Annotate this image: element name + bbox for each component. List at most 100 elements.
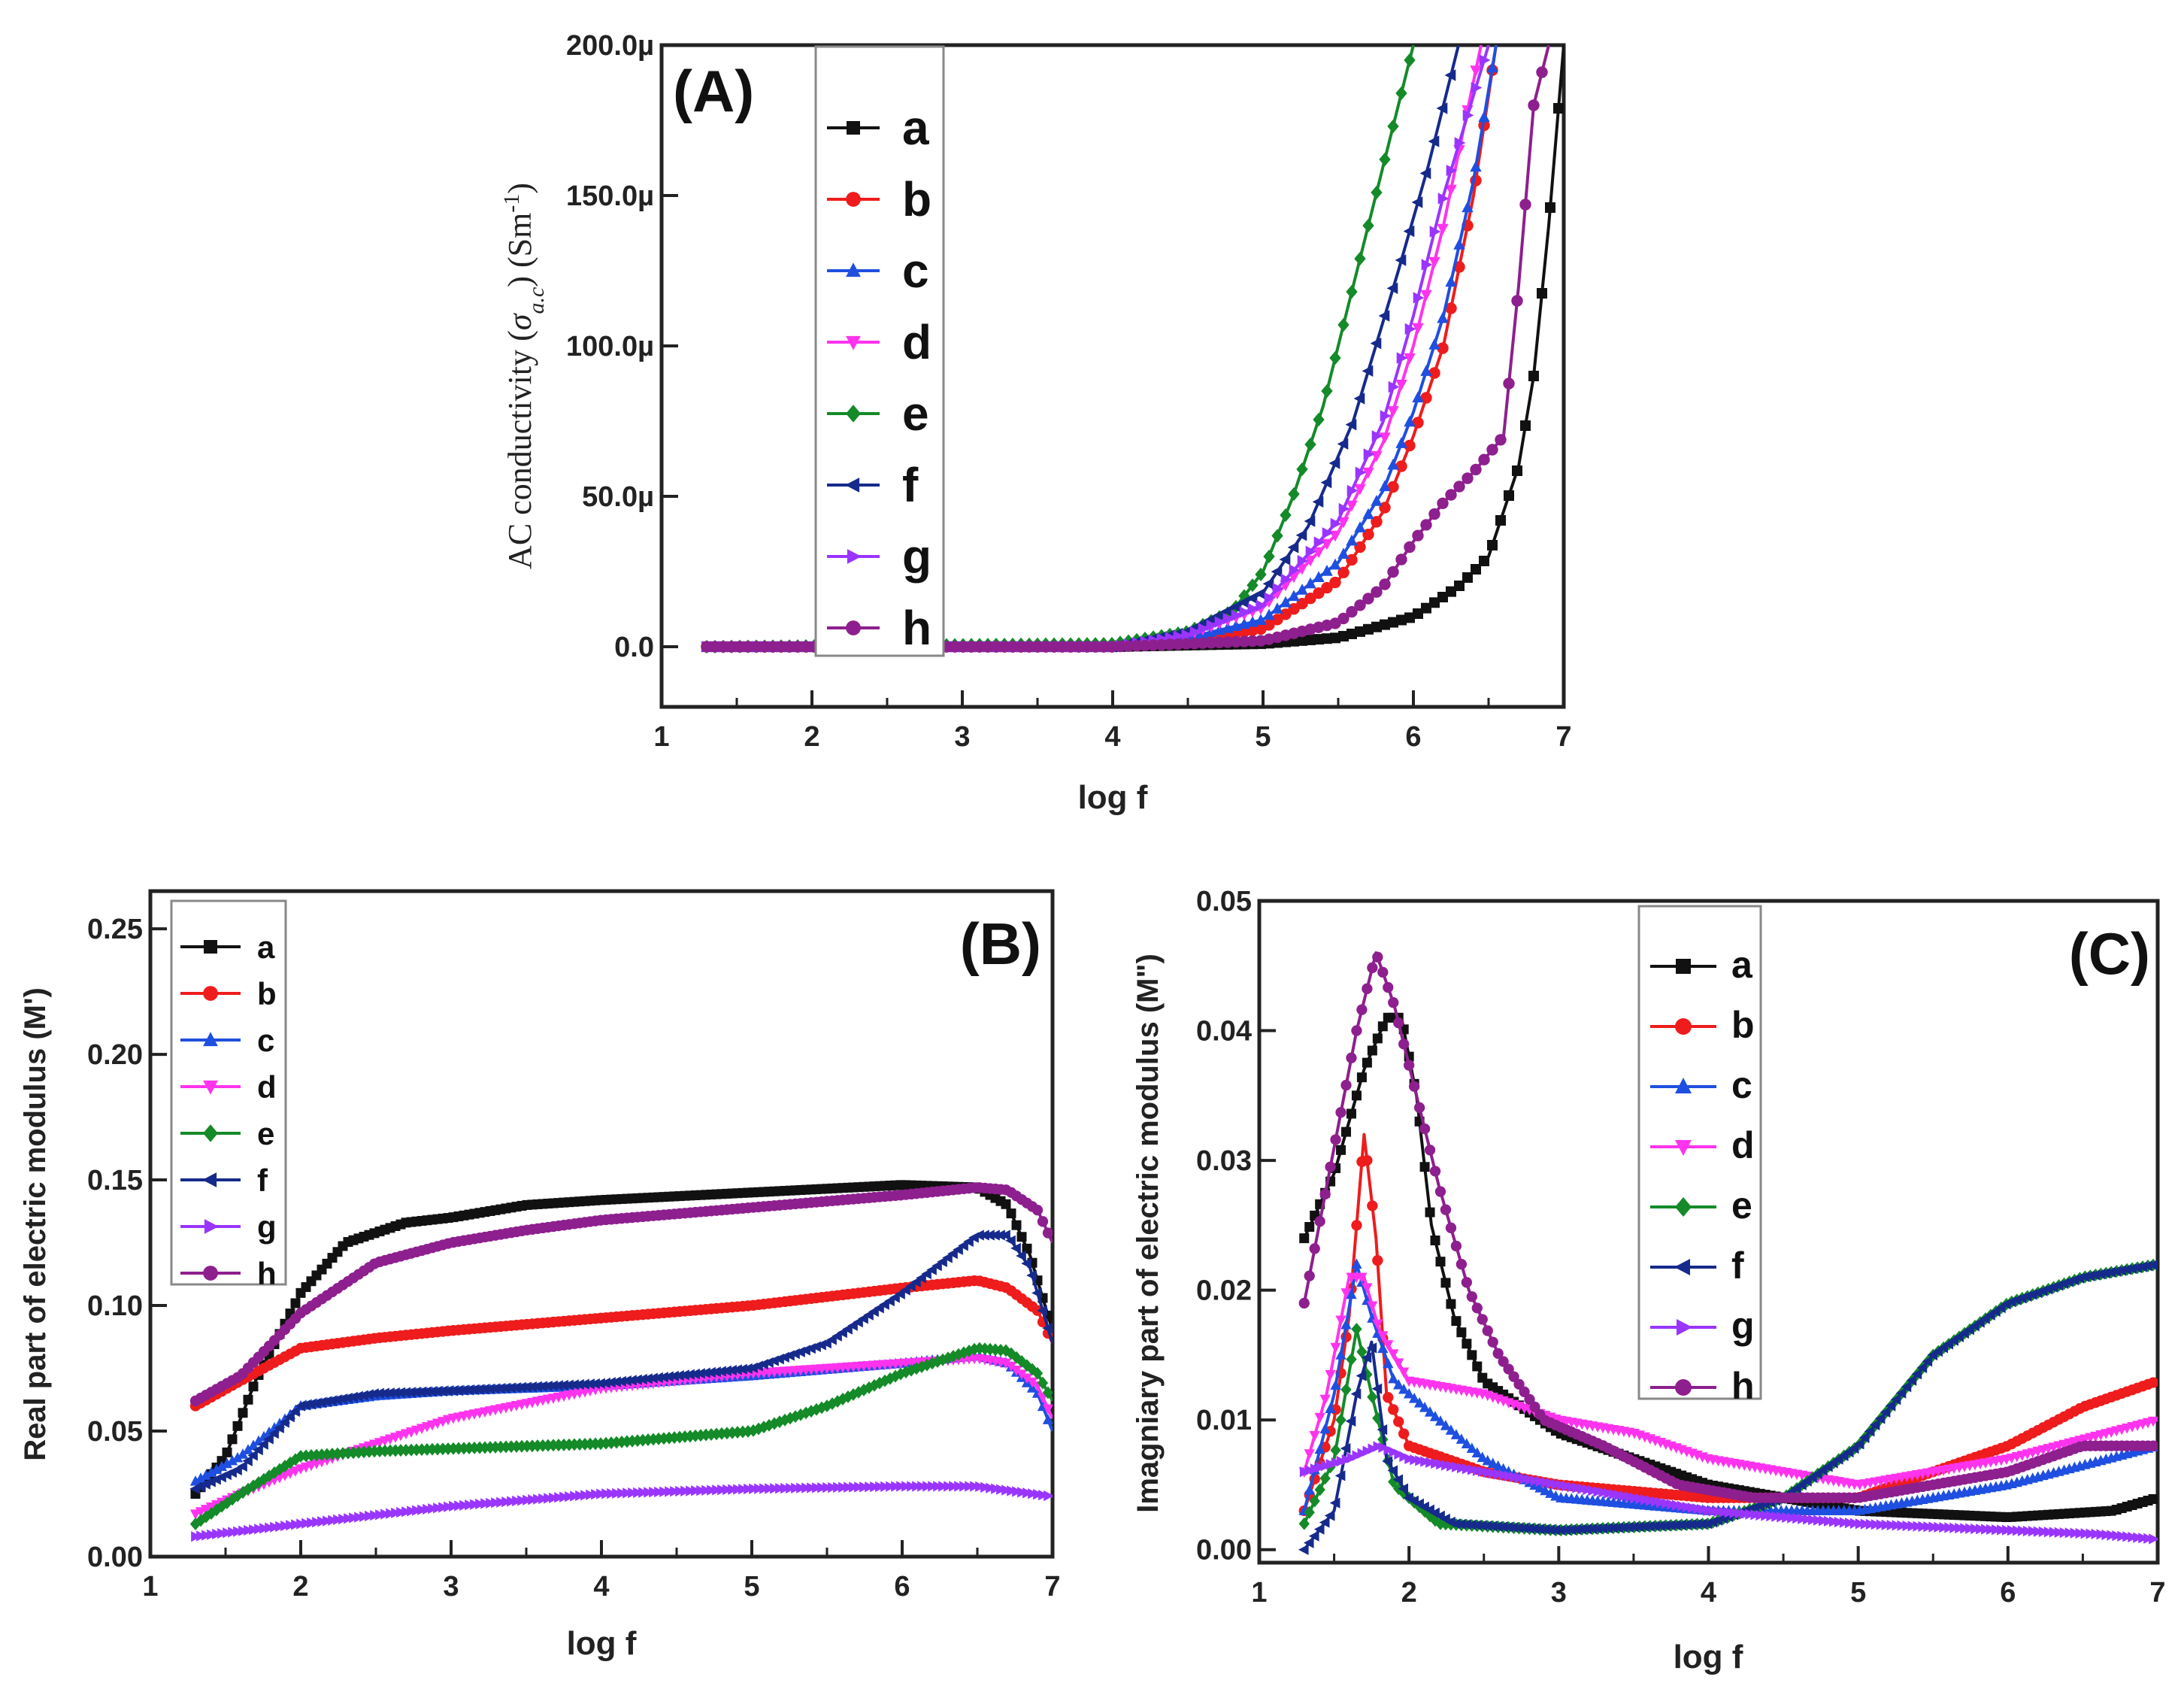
panel-a-ylabel-close: ): [501, 183, 538, 194]
data-point: [1304, 1506, 1315, 1519]
data-point: [1415, 1455, 1425, 1466]
data-point: [1319, 1394, 1331, 1405]
data-point: [1453, 481, 1465, 493]
y-tick-label: 0.00: [1196, 1535, 1252, 1566]
data-point: [563, 1438, 575, 1451]
data-point: [931, 1260, 942, 1272]
data-point: [628, 1487, 638, 1499]
series-b: [189, 1275, 1053, 1412]
data-point: [1353, 393, 1365, 405]
data-point: [780, 1482, 791, 1494]
data-point: [1719, 1506, 1730, 1518]
data-point: [1330, 1379, 1341, 1390]
data-point: [812, 1482, 822, 1493]
data-point: [212, 1528, 223, 1540]
data-point: [1609, 1488, 1619, 1500]
series-f: [1298, 1260, 2158, 1555]
data-point: [216, 1460, 228, 1472]
data-point: [1428, 135, 1440, 147]
data-point: [2138, 1533, 2149, 1544]
data-point: [512, 1495, 523, 1507]
data-point: [479, 1384, 489, 1395]
data-point: [1346, 1452, 1358, 1463]
data-point: [1297, 555, 1309, 567]
data-point: [1382, 1456, 1393, 1467]
data-point: [1315, 1462, 1326, 1473]
data-point: [937, 1256, 947, 1268]
data-point: [1372, 951, 1383, 963]
data-point: [1313, 536, 1325, 548]
panel-a-ylabel-sup: -1: [499, 194, 524, 213]
data-point: [679, 1369, 689, 1381]
data-point: [232, 1489, 244, 1502]
data-point: [479, 1441, 491, 1454]
data-point: [1351, 1220, 1362, 1231]
data-point: [1346, 553, 1358, 566]
data-point: [1450, 1240, 1462, 1252]
data-point: [1314, 1443, 1325, 1454]
data-point: [716, 1366, 726, 1377]
data-point: [1337, 612, 1349, 625]
x-tick-label: 1: [653, 721, 669, 753]
data-point: [1525, 1474, 1536, 1485]
data-point: [537, 1439, 549, 1452]
data-point: [211, 1463, 223, 1475]
data-point: [1314, 1483, 1325, 1496]
data-point: [474, 1441, 486, 1454]
data-point: [1413, 608, 1423, 619]
x-tick-label: 4: [1701, 1577, 1716, 1609]
data-point: [279, 1417, 289, 1428]
data-point: [1462, 572, 1473, 583]
data-point: [1560, 1524, 1571, 1536]
data-point: [2148, 1493, 2158, 1504]
series-e: [189, 1342, 1053, 1531]
data-point: [1304, 1222, 1315, 1233]
data-point: [1304, 577, 1316, 589]
data-point: [301, 1518, 312, 1529]
data-point: [1886, 1519, 1898, 1531]
legend-marker: [203, 1124, 218, 1142]
data-point: [595, 1378, 605, 1389]
data-point: [1383, 1444, 1395, 1456]
data-point: [2107, 1530, 2118, 1541]
data-point: [570, 1490, 580, 1502]
data-point: [2128, 1531, 2138, 1543]
data-point: [489, 1440, 501, 1454]
panel-a-ticks: 1 2 3 4 5 6 7 0.0 50.0µ 100.0µ 150.0µ 200.0µ: [566, 30, 1572, 753]
data-point: [717, 641, 729, 653]
panel-a-ylabel: AC conductivity (σa.c) (Sm-1): [499, 183, 549, 569]
data-point: [312, 1516, 323, 1528]
data-point: [1005, 1235, 1016, 1246]
data-point: [1492, 1348, 1504, 1359]
data-point: [1916, 1362, 1928, 1373]
data-point: [263, 1469, 275, 1483]
data-point: [375, 1509, 386, 1521]
data-point: [410, 1386, 421, 1398]
data-point: [844, 1481, 854, 1493]
y-tick-label: 0.03: [1196, 1145, 1252, 1177]
data-point: [1404, 53, 1416, 68]
data-point: [1022, 1487, 1033, 1499]
data-point: [1645, 1495, 1656, 1506]
data-point: [1455, 1258, 1468, 1270]
data-point: [1368, 1443, 1379, 1454]
legend-label: g: [1731, 1305, 1755, 1347]
data-point: [237, 1460, 247, 1472]
data-point: [982, 641, 994, 653]
data-point: [1367, 1301, 1378, 1312]
data-point: [205, 1507, 217, 1521]
data-point: [1466, 1519, 1477, 1530]
x-tick-label: 5: [1255, 721, 1271, 753]
legend-marker: [203, 1032, 218, 1047]
y-tick-label: 0.20: [87, 1039, 143, 1071]
data-point: [1206, 619, 1218, 632]
legend-marker: [846, 192, 861, 207]
panel-c-label: (C): [2069, 920, 2150, 987]
data-point: [2147, 1416, 2158, 1427]
data-point: [1661, 1497, 1672, 1509]
data-point: [1444, 69, 1456, 81]
data-point: [1015, 641, 1027, 653]
data-point: [622, 1487, 633, 1499]
data-point: [716, 1427, 728, 1440]
data-point: [1687, 1502, 1698, 1514]
